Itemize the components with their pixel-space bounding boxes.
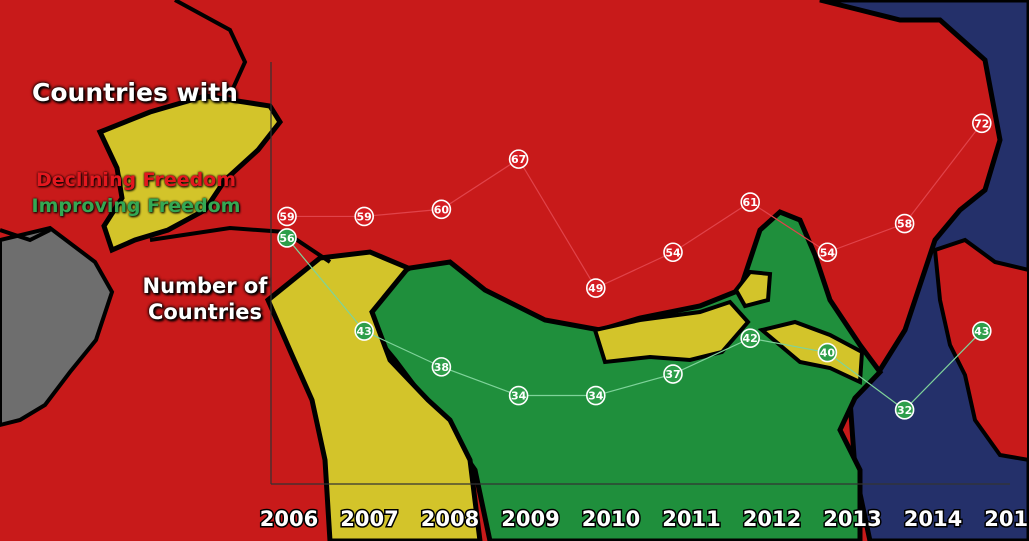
data-point-improving-freedom-2006: 56: [277, 228, 297, 248]
data-label: 60: [434, 203, 450, 216]
data-point-improving-freedom-2009: 34: [508, 385, 529, 406]
data-label: 58: [897, 218, 912, 231]
data-point-marker: [585, 385, 606, 406]
data-label: 34: [511, 390, 527, 403]
data-point-marker: [354, 321, 375, 341]
data-point-declining-freedom-2009: 67: [508, 149, 529, 169]
data-point-marker: [740, 192, 761, 212]
data-point-improving-freedom-2008: 38: [431, 357, 452, 377]
data-point-marker: [663, 242, 683, 263]
x-tick-label-2006: 2006: [260, 507, 318, 531]
map-yellow-west: [264, 249, 483, 541]
x-tick-label-2014: 2014: [904, 507, 962, 531]
data-point-marker: [277, 206, 297, 227]
data-point-declining-freedom-2013: 54: [817, 242, 838, 263]
map-yellow-small: [733, 269, 773, 309]
data-label: 43: [357, 325, 372, 338]
data-point-improving-freedom-2011: 37: [663, 364, 683, 384]
data-label: 72: [974, 117, 989, 130]
chart-title-text: Countries with: [32, 78, 238, 107]
data-point-marker: [817, 242, 838, 263]
data-point-declining-freedom-2015: 72: [971, 113, 992, 134]
data-point-improving-freedom-2010: 34: [585, 385, 606, 406]
data-point-declining-freedom-2006: 59: [277, 206, 297, 227]
data-point-marker: [894, 213, 915, 234]
data-point-marker: [971, 321, 992, 341]
data-point-declining-freedom-2012: 61: [740, 192, 761, 212]
chart-title: Countries with: [20, 78, 250, 108]
data-point-marker: [508, 385, 529, 406]
data-point-marker: [894, 400, 915, 420]
data-label: 49: [588, 282, 603, 295]
data-label: 54: [665, 246, 681, 259]
data-label: 54: [820, 246, 836, 259]
data-point-marker: [431, 357, 452, 377]
data-point-declining-freedom-2014: 58: [894, 213, 915, 234]
data-point-improving-freedom-2014: 32: [894, 400, 915, 420]
data-point-declining-freedom-2010: 49: [585, 278, 606, 298]
data-point-marker: [585, 278, 606, 298]
x-tick-label-2007: 2007: [340, 507, 398, 531]
data-label: 56: [279, 232, 295, 245]
data-label: 61: [743, 196, 758, 209]
data-label: 40: [820, 347, 836, 360]
series-line-declining-freedom: [287, 122, 983, 289]
data-point-marker: [508, 149, 529, 169]
x-tick-label-2008: 2008: [421, 507, 479, 531]
series-layer: 59 59 60 67 49 54 61 54 58 72 56 43 38 34 34 37 42 40 32 43: [277, 113, 992, 420]
x-tick-label-2013: 2013: [823, 507, 881, 531]
data-point-declining-freedom-2008: 60: [431, 199, 452, 220]
data-point-improving-freedom-2012: 42: [740, 328, 761, 349]
data-point-improving-freedom-2007: 43: [354, 321, 375, 341]
x-tick-label-2012: 2012: [743, 507, 801, 531]
map-yellow-central: [592, 299, 751, 365]
data-point-marker: [971, 113, 992, 134]
data-label: 32: [897, 404, 912, 417]
data-point-improving-freedom-2013: 40: [817, 342, 838, 363]
map-yellow-north: [96, 93, 284, 254]
legend: Declining Freedom Improving Freedom: [28, 167, 244, 219]
data-point-marker: [354, 206, 375, 227]
data-point-marker: [431, 199, 452, 220]
y-axis-label-text: Number of Countries: [142, 274, 268, 324]
map-red-islands: [932, 237, 1029, 463]
data-label: 43: [974, 325, 989, 338]
data-label: 59: [357, 210, 372, 223]
series-line-improving-freedom: [286, 237, 983, 411]
map-border-line: [0, 0, 332, 264]
data-label: 34: [588, 390, 604, 403]
x-tick-label-2009: 2009: [501, 507, 559, 531]
data-label: 67: [511, 153, 526, 166]
data-point-marker: [663, 364, 683, 384]
data-label: 42: [743, 332, 758, 345]
legend-improving-freedom: Improving Freedom: [31, 195, 241, 217]
data-point-marker: [740, 328, 761, 349]
data-point-marker: [817, 342, 838, 363]
y-axis-label: Number of Countries: [130, 273, 280, 325]
data-point-marker: [277, 228, 297, 248]
data-point-declining-freedom-2007: 59: [354, 206, 375, 227]
x-tick-label-2010: 2010: [582, 507, 640, 531]
data-label: 37: [665, 368, 680, 381]
data-point-improving-freedom-2015: 43: [971, 321, 992, 341]
data-label: 38: [434, 361, 449, 374]
map-yellow-east: [757, 319, 865, 386]
x-tick-label-2011: 2011: [662, 507, 720, 531]
data-point-declining-freedom-2011: 54: [663, 242, 683, 263]
x-tick-labels: 2006 2007 2008 2009 2010 2011 2012 2013 2014 2015: [258, 506, 1029, 533]
map-grey-land: [0, 225, 115, 428]
legend-declining-freedom: Declining Freedom: [35, 169, 237, 191]
x-tick-label-2015: 2015: [984, 507, 1029, 531]
data-label: 59: [279, 210, 294, 223]
